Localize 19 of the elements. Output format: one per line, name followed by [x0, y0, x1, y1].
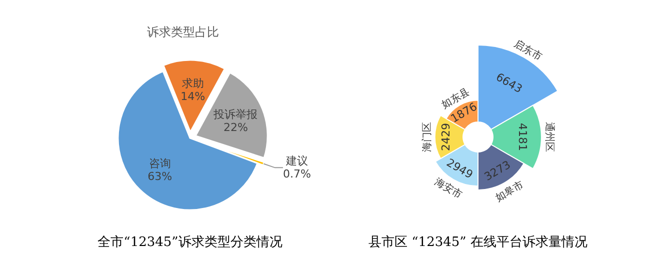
slice-label: 投诉举报 [212, 108, 258, 121]
category-label: 海门区 [420, 122, 433, 152]
data-label: 6643 [494, 70, 524, 96]
text: 全市“12345”诉求类型分类情况 [98, 235, 282, 250]
data-label: 0.7% [282, 168, 311, 181]
slice-label: 咨询 [148, 156, 171, 170]
data-label: 2429 [440, 123, 453, 151]
text: 县市区 “12345” 在线平台诉求量情况 [368, 235, 588, 250]
data-label: 22% [223, 120, 248, 134]
category-label: 通州区 [543, 122, 556, 152]
chart-title: 诉求类型占比 [147, 25, 219, 39]
slice-label: 建议 [284, 154, 308, 168]
category-label: 如皋市 [493, 178, 526, 204]
data-label: 4181 [516, 123, 530, 151]
category-label: 海安市 [432, 176, 464, 201]
data-label: 14% [180, 90, 206, 103]
data-label: 63% [148, 170, 172, 183]
slice-label: 求助 [182, 76, 204, 90]
category-label: 启东市 [512, 38, 544, 64]
